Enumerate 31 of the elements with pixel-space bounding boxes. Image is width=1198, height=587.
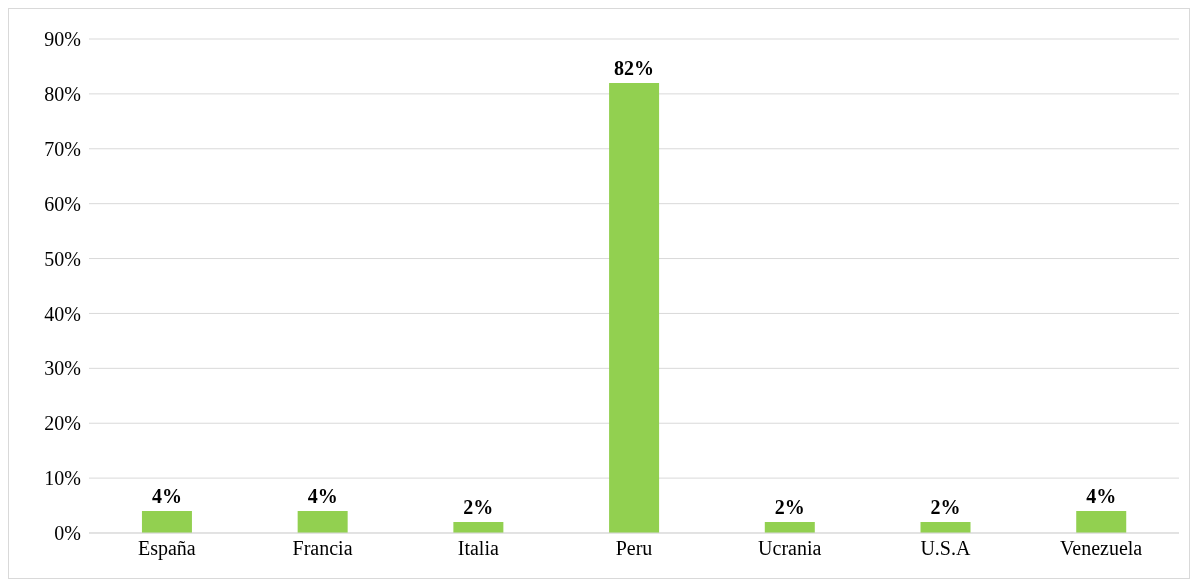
y-tick-label: 60% [44, 192, 81, 215]
y-tick-label: 50% [44, 247, 81, 270]
x-tick-label: Ucrania [758, 537, 822, 560]
data-label: 4% [307, 485, 338, 508]
x-tick-label: España [137, 537, 196, 561]
bar [453, 522, 504, 533]
y-tick-label: 0% [54, 522, 81, 545]
bar [1076, 511, 1127, 533]
y-tick-label: 90% [44, 28, 81, 51]
y-tick-label: 40% [44, 302, 81, 325]
data-label: 2% [774, 496, 805, 519]
x-tick-label: U.S.A [920, 537, 971, 560]
y-tick-label: 80% [44, 82, 81, 105]
bar [141, 511, 192, 533]
y-tick-label: 30% [44, 357, 81, 380]
bar [609, 82, 660, 533]
bar [764, 522, 815, 533]
y-tick-label: 70% [44, 137, 81, 160]
bar [297, 511, 348, 533]
x-tick-label: Venezuela [1060, 537, 1143, 560]
y-tick-label: 20% [44, 412, 81, 435]
x-tick-label: Francia [292, 537, 353, 560]
data-label: 4% [151, 485, 182, 508]
data-label: 2% [463, 496, 494, 519]
x-tick-label: Italia [457, 537, 499, 560]
bar [920, 522, 971, 533]
data-label: 82% [614, 56, 655, 79]
data-label: 4% [1086, 485, 1117, 508]
x-tick-label: Peru [615, 537, 653, 560]
data-label: 2% [930, 496, 961, 519]
y-tick-label: 10% [44, 467, 81, 490]
